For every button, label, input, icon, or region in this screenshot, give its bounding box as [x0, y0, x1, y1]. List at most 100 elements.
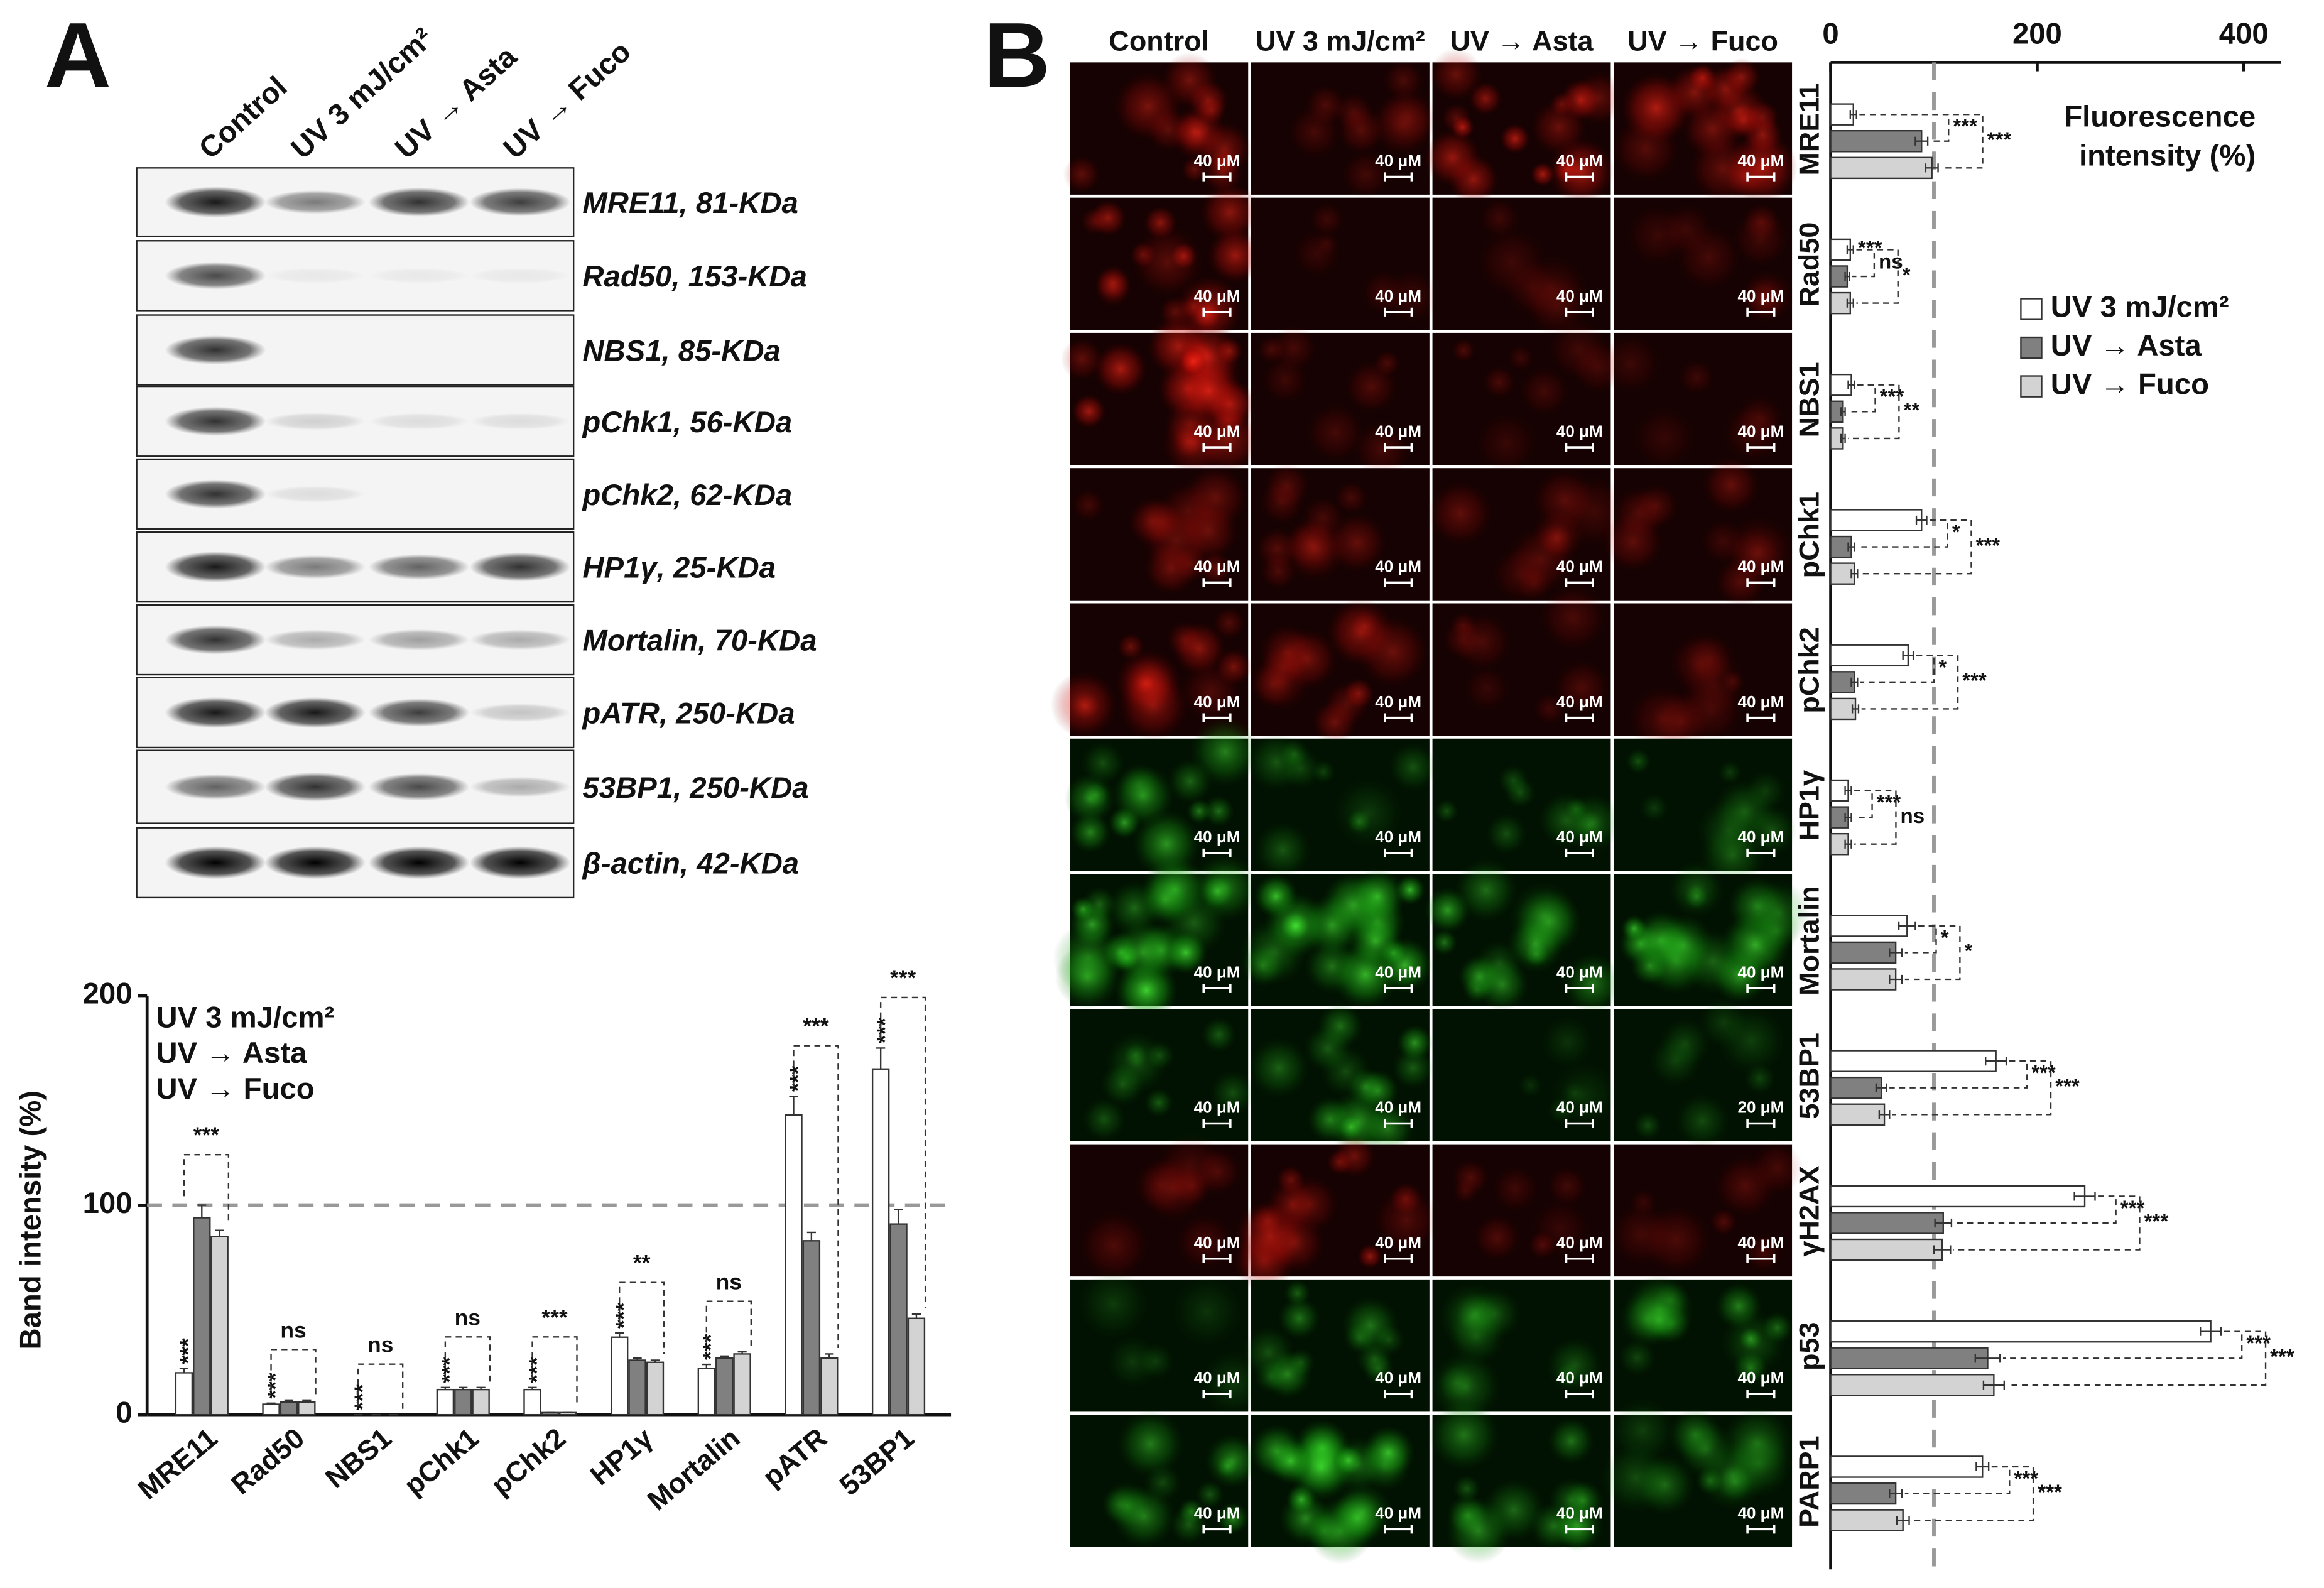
- cell-signal: [1507, 344, 1534, 372]
- error-bar: [876, 1047, 886, 1069]
- bar: [210, 1236, 229, 1416]
- cell-signal: [1357, 1244, 1383, 1269]
- cell-signal: [1629, 1188, 1658, 1216]
- cell-signal: [1639, 1300, 1680, 1341]
- error-bar: [1875, 1083, 1887, 1092]
- cell-signal: [1717, 1007, 1785, 1075]
- scale-bar: [1202, 1525, 1232, 1534]
- cell-signal: [1469, 81, 1502, 116]
- significance-label: ***: [2038, 1481, 2062, 1504]
- cell-signal: [1140, 1155, 1207, 1222]
- bar: [1830, 941, 1897, 964]
- cell-signal: [1482, 365, 1516, 399]
- cell-signal: [1251, 661, 1296, 707]
- cell-signal: [1207, 227, 1264, 283]
- micrograph: 40 μM: [1614, 603, 1793, 754]
- micrograph: 40 μM: [1614, 861, 1811, 1006]
- significance-bracket: [1904, 925, 1961, 981]
- scale-bar: [1746, 848, 1776, 858]
- cell-signal: [1677, 1421, 1735, 1478]
- cell-signal: [1551, 1499, 1604, 1552]
- micrograph: 40 μM: [1053, 854, 1259, 1022]
- cell-signal: [1094, 342, 1148, 396]
- legend-label: UV 3 mJ/cm²: [156, 1001, 334, 1034]
- cell-signal: [1178, 346, 1208, 377]
- micrograph: 40 μM: [1241, 868, 1433, 1009]
- scale-bar-label: 40 μM: [1556, 286, 1603, 305]
- scale-bar-label: 40 μM: [1556, 421, 1603, 440]
- blot-band: [368, 773, 470, 801]
- scale-bar: [1746, 1389, 1776, 1399]
- cell-signal: [1110, 920, 1175, 984]
- cell-signal: [1078, 1268, 1149, 1339]
- scale-bar: [1202, 442, 1232, 452]
- scale-bar-label: 40 μM: [1738, 827, 1784, 846]
- significance-label: ***: [2014, 1467, 2038, 1491]
- cell-signal: [1504, 776, 1536, 808]
- significance-label: ***: [2270, 1346, 2294, 1369]
- significance-bracket: [1854, 790, 1873, 818]
- cell-signal: [1180, 661, 1242, 723]
- cell-signal: [1293, 230, 1341, 278]
- y-tick-label: 200: [83, 977, 133, 1011]
- cell-signal: [1553, 660, 1610, 716]
- cell-signal: [1324, 682, 1369, 727]
- cell-signal: [1309, 202, 1345, 237]
- error-bar: [528, 1386, 537, 1390]
- bar: [610, 1336, 629, 1416]
- micrograph: 40 μM: [1070, 182, 1264, 343]
- bar: [733, 1353, 751, 1416]
- blot-band: [469, 268, 571, 284]
- cell-signal: [1060, 337, 1104, 381]
- bar: [646, 1361, 665, 1416]
- cell-signal: [1333, 92, 1374, 133]
- bar: [1830, 1238, 1943, 1261]
- blot-band: [165, 335, 266, 365]
- micrograph: 40 μM: [1070, 465, 1249, 601]
- bar: [889, 1223, 908, 1416]
- x-tick-label: Rad50: [225, 1422, 310, 1501]
- cell-signal: [1563, 793, 1622, 852]
- significance-label: ***: [1962, 670, 1987, 693]
- micrograph: 40 μM: [1251, 325, 1430, 478]
- scale-bar-label: 40 μM: [1194, 692, 1241, 711]
- cell-signal: [1452, 338, 1476, 362]
- panel-letter: B: [984, 4, 1050, 107]
- scale-bar: [1384, 984, 1413, 993]
- x-axis-label: intensity (%): [2079, 139, 2256, 172]
- y-tick-label: Rad50: [1793, 222, 1825, 307]
- cell-signal: [1268, 1438, 1314, 1484]
- blot-band: [264, 412, 366, 430]
- scale-bar-label: 40 μM: [1738, 151, 1784, 170]
- blot-band: [368, 413, 470, 430]
- bar: [175, 1372, 193, 1416]
- cell-signal: [1384, 268, 1440, 324]
- column-header: UV 3 mJ/cm²: [1256, 24, 1425, 57]
- cell-signal: [1733, 1351, 1768, 1386]
- scale-bar-label: 40 μM: [1375, 421, 1421, 440]
- legend-label: UV → Fuco: [2051, 368, 2209, 401]
- error-bar: [1840, 407, 1846, 416]
- significance-label: ***: [2055, 1075, 2080, 1098]
- micrograph: 40 μM: [1432, 1144, 1611, 1277]
- significance-label: ***: [1877, 791, 1901, 815]
- micrograph: 40 μM: [1432, 1009, 1617, 1141]
- significance-label: ns: [1901, 805, 1925, 828]
- scale-bar-label: 40 μM: [1556, 827, 1603, 846]
- blot-band: [264, 268, 366, 284]
- blot-band: [165, 625, 266, 655]
- cell-signal: [1210, 1070, 1256, 1116]
- error-bar: [215, 1229, 224, 1237]
- error-bar: [702, 1363, 711, 1369]
- error-bar: [284, 1399, 294, 1403]
- micrograph: 40 μM: [1432, 319, 1626, 474]
- scale-bar-label: 40 μM: [1194, 421, 1241, 440]
- x-tick-label: HP1γ: [584, 1422, 659, 1491]
- panel-letter: A: [45, 4, 111, 107]
- cell-signal: [1561, 1080, 1587, 1106]
- cell-signal: [1718, 760, 1742, 785]
- micrograph: 40 μM: [1614, 197, 1795, 330]
- bar: [1830, 129, 1923, 153]
- micrograph: 40 μM: [1242, 1279, 1430, 1412]
- y-tick-label: pChk1: [1793, 492, 1825, 578]
